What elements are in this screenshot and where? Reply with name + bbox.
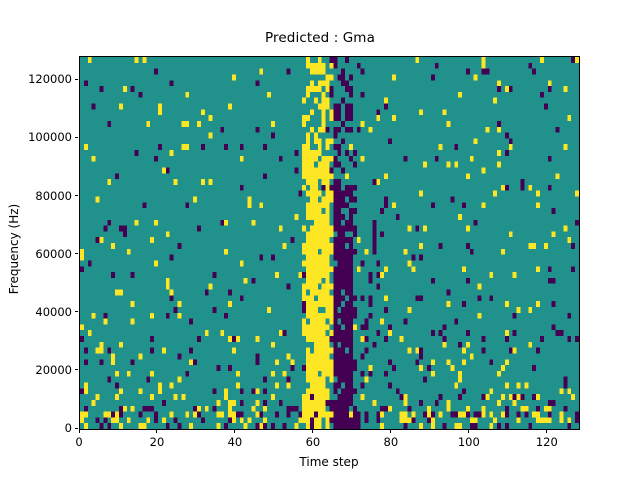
y-tick-mark [74,427,78,429]
x-tick-label: 40 [227,435,243,449]
y-axis-label: Frequency (Hz) [7,203,21,295]
x-tick-label: 100 [457,435,480,449]
x-tick-label: 80 [383,435,399,449]
x-axis-label: Time step [299,455,359,469]
y-tick-label: 60000 [35,246,72,261]
x-tick-label: 20 [149,435,165,449]
x-tick-mark [234,429,236,433]
x-tick-mark [546,429,548,433]
x-tick-label: 120 [535,435,558,449]
y-tick-mark [74,78,78,80]
heatmap-image [80,57,579,429]
y-tick-label: 20000 [35,362,72,377]
x-tick-mark [468,429,470,433]
x-tick-mark [390,429,392,433]
y-tick-mark [74,311,78,313]
x-tick-mark [312,429,314,433]
y-tick-label: 80000 [35,188,72,203]
x-tick-mark [78,429,80,433]
y-tick-mark [74,369,78,371]
y-tick-label: 100000 [28,130,72,145]
x-tick-label: 0 [75,435,83,449]
y-tick-mark [74,136,78,138]
y-tick-mark [74,253,78,255]
heatmap-plot-area [79,56,580,430]
y-tick-mark [74,195,78,196]
x-tick-label: 60 [305,435,321,449]
y-tick-label: 0 [64,421,72,435]
page-title: Predicted : Gma [265,30,375,46]
x-tick-mark [156,429,158,433]
y-tick-label: 120000 [28,72,72,87]
y-tick-label: 40000 [35,304,72,319]
